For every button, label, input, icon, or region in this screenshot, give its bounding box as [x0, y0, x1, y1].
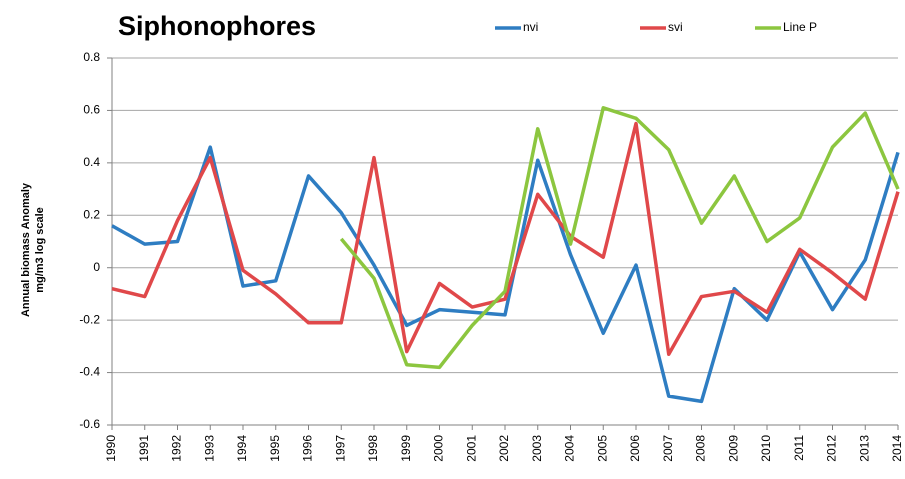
- x-tick-label: 2009: [726, 435, 740, 462]
- legend-label: svi: [668, 20, 683, 34]
- y-tick-label: 0: [93, 260, 100, 274]
- x-tick-label: 1994: [235, 435, 249, 462]
- x-tick-label: 1990: [104, 435, 118, 462]
- x-tick-label: 1996: [301, 435, 315, 462]
- chart-title: Siphonophores: [118, 11, 316, 41]
- y-tick-label: 0.8: [83, 50, 100, 64]
- x-tick-label: 2000: [432, 435, 446, 462]
- x-tick-label: 2010: [759, 435, 773, 462]
- x-tick-label: 1997: [333, 435, 347, 462]
- y-tick-label: 0.6: [83, 103, 100, 117]
- x-tick-label: 2004: [563, 435, 577, 462]
- x-tick-label: 1992: [170, 435, 184, 462]
- x-tick-label: 1998: [366, 435, 380, 462]
- x-tick-label: 2008: [694, 435, 708, 462]
- y-tick-label: 0.4: [83, 155, 100, 169]
- series-line: [111, 121, 900, 356]
- x-tick-label: 2001: [464, 435, 478, 462]
- y-axis-title: Annual biomass Anomaly mg/m3 log scale: [20, 182, 46, 317]
- y-tick-label: -0.6: [79, 417, 100, 431]
- series-line: [339, 106, 900, 370]
- x-tick-label: 2007: [661, 435, 675, 462]
- x-tick-label: 1991: [137, 435, 151, 462]
- x-tick-label: 1995: [268, 435, 282, 462]
- x-tick-label: 2005: [595, 435, 609, 462]
- x-tick-label: 2011: [792, 435, 806, 461]
- x-tick-label: 2002: [497, 435, 511, 462]
- y-tick-label: -0.2: [79, 312, 100, 326]
- x-tick-label: 2006: [628, 435, 642, 462]
- y-label-line: Annual biomass Anomaly: [20, 182, 32, 317]
- x-tick-label: 1999: [399, 435, 413, 462]
- legend-label: Line P: [783, 20, 817, 34]
- x-tick-label: 2003: [530, 435, 544, 462]
- legend-label: nvi: [523, 20, 538, 34]
- y-tick-label: 0.2: [83, 207, 100, 221]
- x-tick-label: 2012: [825, 435, 839, 462]
- x-tick-label: 2014: [890, 435, 904, 462]
- x-tick-label: 2013: [857, 435, 871, 462]
- y-label-line: mg/m3 log scale: [34, 207, 46, 293]
- y-tick-label: -0.4: [79, 365, 100, 379]
- series-line: [111, 145, 900, 404]
- x-tick-label: 1993: [202, 435, 216, 462]
